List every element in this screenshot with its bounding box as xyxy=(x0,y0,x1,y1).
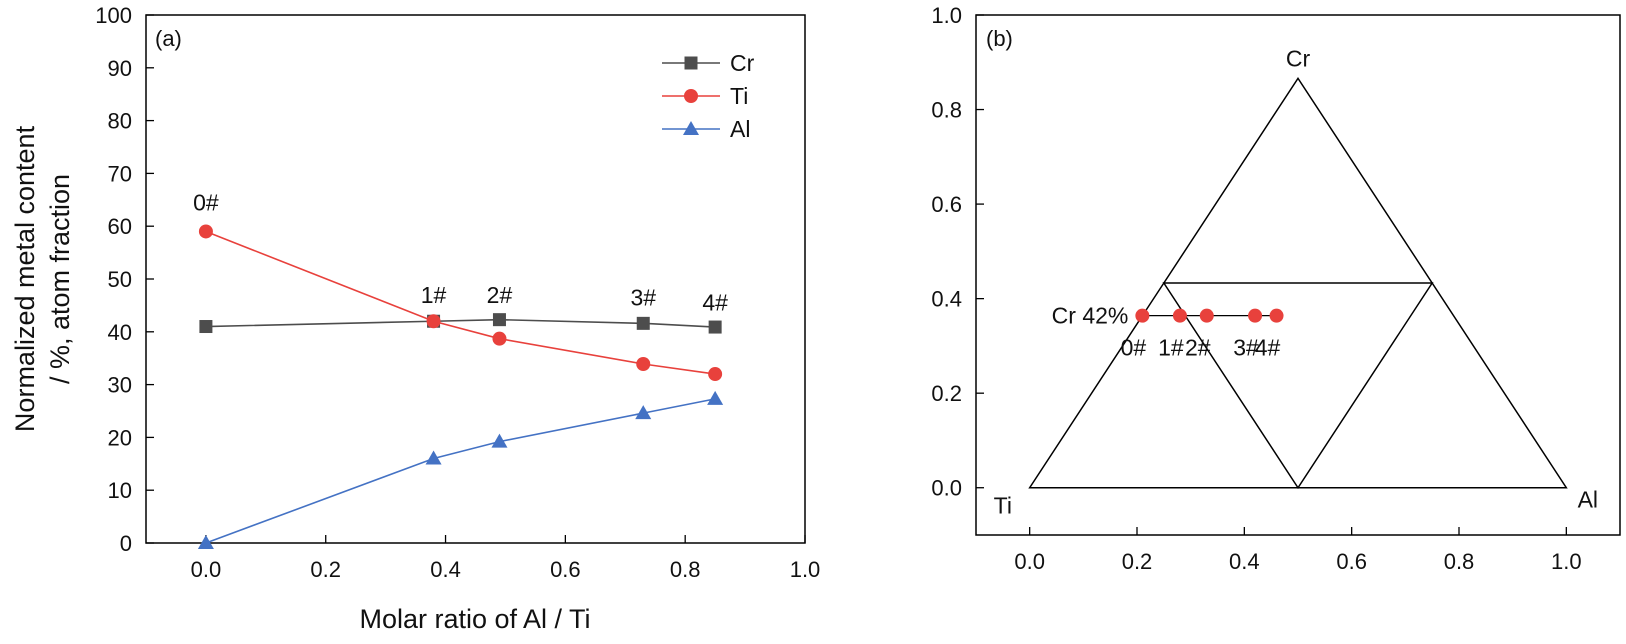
series-ti-point xyxy=(492,331,507,346)
series-al-point xyxy=(635,405,652,420)
ternary-point xyxy=(1248,308,1263,323)
legend-swatch-marker xyxy=(684,56,698,70)
chart-b: 0.0 0.2 0.4 0.6 0.8 1.0 0.0 0.2 0.4 0.6 0.8 1.0 (b)… xyxy=(931,3,1621,574)
chart-b-axes: 0.0 0.2 0.4 0.6 0.8 1.0 0.0 0.2 0.4 0.6 0.8 1.0 xyxy=(931,3,1581,574)
series-al-point xyxy=(425,450,442,465)
legend-swatch-marker xyxy=(684,89,698,103)
chart-a-annotation: 1# xyxy=(421,282,447,308)
chart-b-x-tick-label: 0.8 xyxy=(1444,549,1475,574)
chart-a-y-tick-label: 100 xyxy=(95,3,132,28)
chart-a-plot-frame xyxy=(145,14,806,544)
chart-a-x-axis-label: Molar ratio of Al / Ti xyxy=(359,604,590,634)
ternary-point-label: 4# xyxy=(1255,335,1281,361)
chart-a-y-axis-label-line2: / %, atom fraction xyxy=(45,174,75,384)
series-cr-point xyxy=(199,320,213,334)
chart-b-x-tick-label: 0.2 xyxy=(1122,549,1153,574)
chart-b-plot-frame xyxy=(975,14,1621,536)
chart-a-y-tick-label: 40 xyxy=(108,320,132,345)
legend-label: Ti xyxy=(730,83,748,109)
chart-b-panel-label: (b) xyxy=(986,26,1013,51)
chart-a-annotations: 0# 1# 2# 3# 4# xyxy=(193,189,728,315)
chart-a-x-tick-label: 0.0 xyxy=(191,557,222,582)
chart-a-y-tick-label: 90 xyxy=(108,56,132,81)
series-ti-point xyxy=(198,224,213,239)
ternary-vertex-label-top: Cr xyxy=(1286,45,1311,71)
ternary-point xyxy=(1135,308,1150,323)
chart-b-y-tick-label: 0.4 xyxy=(931,287,962,312)
ternary-point-label: 2# xyxy=(1185,335,1211,361)
series-ti-point xyxy=(636,357,651,372)
series-al-point xyxy=(197,535,214,549)
ternary-vertex-label-right: Al xyxy=(1578,487,1598,513)
chart-a-series xyxy=(197,224,724,549)
chart-a-annotation: 4# xyxy=(702,290,728,316)
chart-a-y-tick-label: 70 xyxy=(108,161,132,186)
series-cr-point xyxy=(492,313,506,327)
chart-a-axes: 0 10 20 30 40 50 60 70 80 90 100 0.0 0.2 0.4 0.6 0.8 1.0 xyxy=(95,3,820,582)
chart-a-x-tick-label: 0.6 xyxy=(550,557,581,582)
chart-a-y-tick-label: 80 xyxy=(108,109,132,134)
chart-a-y-tick-label: 10 xyxy=(108,478,132,503)
series-ti-point xyxy=(426,314,441,329)
chart-a: 0 10 20 30 40 50 60 70 80 90 100 0.0 0.2 0.4 0.6 0.8 1.0… xyxy=(10,3,820,634)
ternary-inner-triangle xyxy=(1162,282,1434,490)
chart-a-annotation: 3# xyxy=(630,284,656,310)
chart-b-x-tick-label: 0.4 xyxy=(1229,549,1260,574)
ternary-point-label: 3# xyxy=(1233,335,1259,361)
chart-b-points: Cr 42% 0# 1# 2# 3#4# xyxy=(1052,303,1284,361)
ternary-point xyxy=(1269,308,1284,323)
chart-a-legend: Cr Ti Al xyxy=(662,50,755,142)
ternary-vertex-label-left: Ti xyxy=(994,493,1012,519)
chart-a-y-tick-label: 30 xyxy=(108,373,132,398)
chart-a-y-tick-label: 0 xyxy=(120,531,132,556)
chart-a-x-tick-label: 0.2 xyxy=(310,557,341,582)
chart-b-y-tick-label: 0.6 xyxy=(931,192,962,217)
legend-label: Al xyxy=(730,116,750,142)
chart-a-y-tick-label: 20 xyxy=(108,425,132,450)
chart-b-y-tick-label: 1.0 xyxy=(931,3,962,28)
ternary-point xyxy=(1199,308,1214,323)
series-al-point xyxy=(491,433,508,448)
chart-a-x-tick-label: 1.0 xyxy=(790,557,821,582)
ternary-point-label: 0# xyxy=(1121,335,1147,361)
chart-a-panel-label: (a) xyxy=(155,26,182,51)
ternary-point-label: 1# xyxy=(1158,335,1184,361)
chart-b-x-tick-label: 1.0 xyxy=(1551,549,1582,574)
chart-a-annotation: 2# xyxy=(487,282,513,308)
chart-b-y-tick-label: 0.0 xyxy=(931,476,962,501)
chart-a-annotation: 0# xyxy=(193,189,219,215)
series-cr-point xyxy=(636,316,650,330)
chart-a-x-tick-label: 0.4 xyxy=(430,557,461,582)
legend-label: Cr xyxy=(730,50,755,76)
legend-swatch-marker xyxy=(683,121,699,135)
chart-a-y-tick-label: 50 xyxy=(108,267,132,292)
ternary-point xyxy=(1172,308,1187,323)
chart-a-y-tick-label: 60 xyxy=(108,214,132,239)
series-cr-point xyxy=(708,320,722,334)
series-al-line xyxy=(205,398,716,544)
series-al-point xyxy=(707,390,724,405)
series-ti-point xyxy=(708,367,723,382)
chart-b-x-tick-label: 0.0 xyxy=(1014,549,1045,574)
chart-a-y-axis-label-line1: Normalized metal content xyxy=(10,125,40,432)
chart-b-y-tick-label: 0.2 xyxy=(931,381,962,406)
composition-label: Cr 42% xyxy=(1052,303,1129,329)
chart-b-y-tick-label: 0.8 xyxy=(931,98,962,123)
chart-b-x-tick-label: 0.6 xyxy=(1336,549,1367,574)
chart-a-x-tick-label: 0.8 xyxy=(670,557,701,582)
chart-b-ternary-triangle: Cr Ti Al xyxy=(994,45,1598,518)
